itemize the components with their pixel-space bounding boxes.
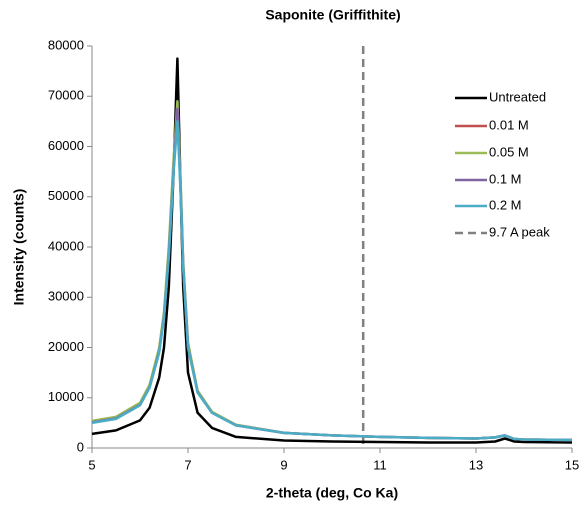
x-tick-label: 15 [565, 457, 579, 472]
y-tick-label: 80000 [48, 37, 84, 52]
x-tick-label: 11 [373, 457, 387, 472]
legend-label: 0.01 M [489, 117, 529, 132]
y-tick-label: 40000 [48, 238, 84, 253]
y-tick-label: 10000 [48, 389, 84, 404]
legend-label: Untreated [489, 89, 546, 104]
y-tick-label: 50000 [48, 188, 84, 203]
y-tick-label: 60000 [48, 138, 84, 153]
legend-label: 0.1 M [489, 171, 522, 186]
y-tick-label: 20000 [48, 339, 84, 354]
x-tick-label: 9 [280, 457, 287, 472]
x-tick-label: 13 [469, 457, 483, 472]
y-axis-label: Intensity (counts) [11, 189, 27, 306]
y-tick-label: 70000 [48, 88, 84, 103]
chart-title: Saponite (Griffithite) [265, 7, 400, 23]
legend-label: 9.7 A peak [489, 224, 550, 239]
y-tick-label: 30000 [48, 289, 84, 304]
legend-label: 0.05 M [489, 144, 529, 159]
series-line [91, 110, 573, 442]
x-tick-label: 7 [184, 457, 191, 472]
x-tick-label: 5 [88, 457, 95, 472]
x-axis-label: 2-theta (deg, Co Ka) [266, 485, 398, 501]
y-tick-label: 0 [77, 439, 84, 454]
legend-label: 0.2 M [489, 197, 522, 212]
series-line [91, 57, 573, 444]
series-line [91, 120, 573, 442]
